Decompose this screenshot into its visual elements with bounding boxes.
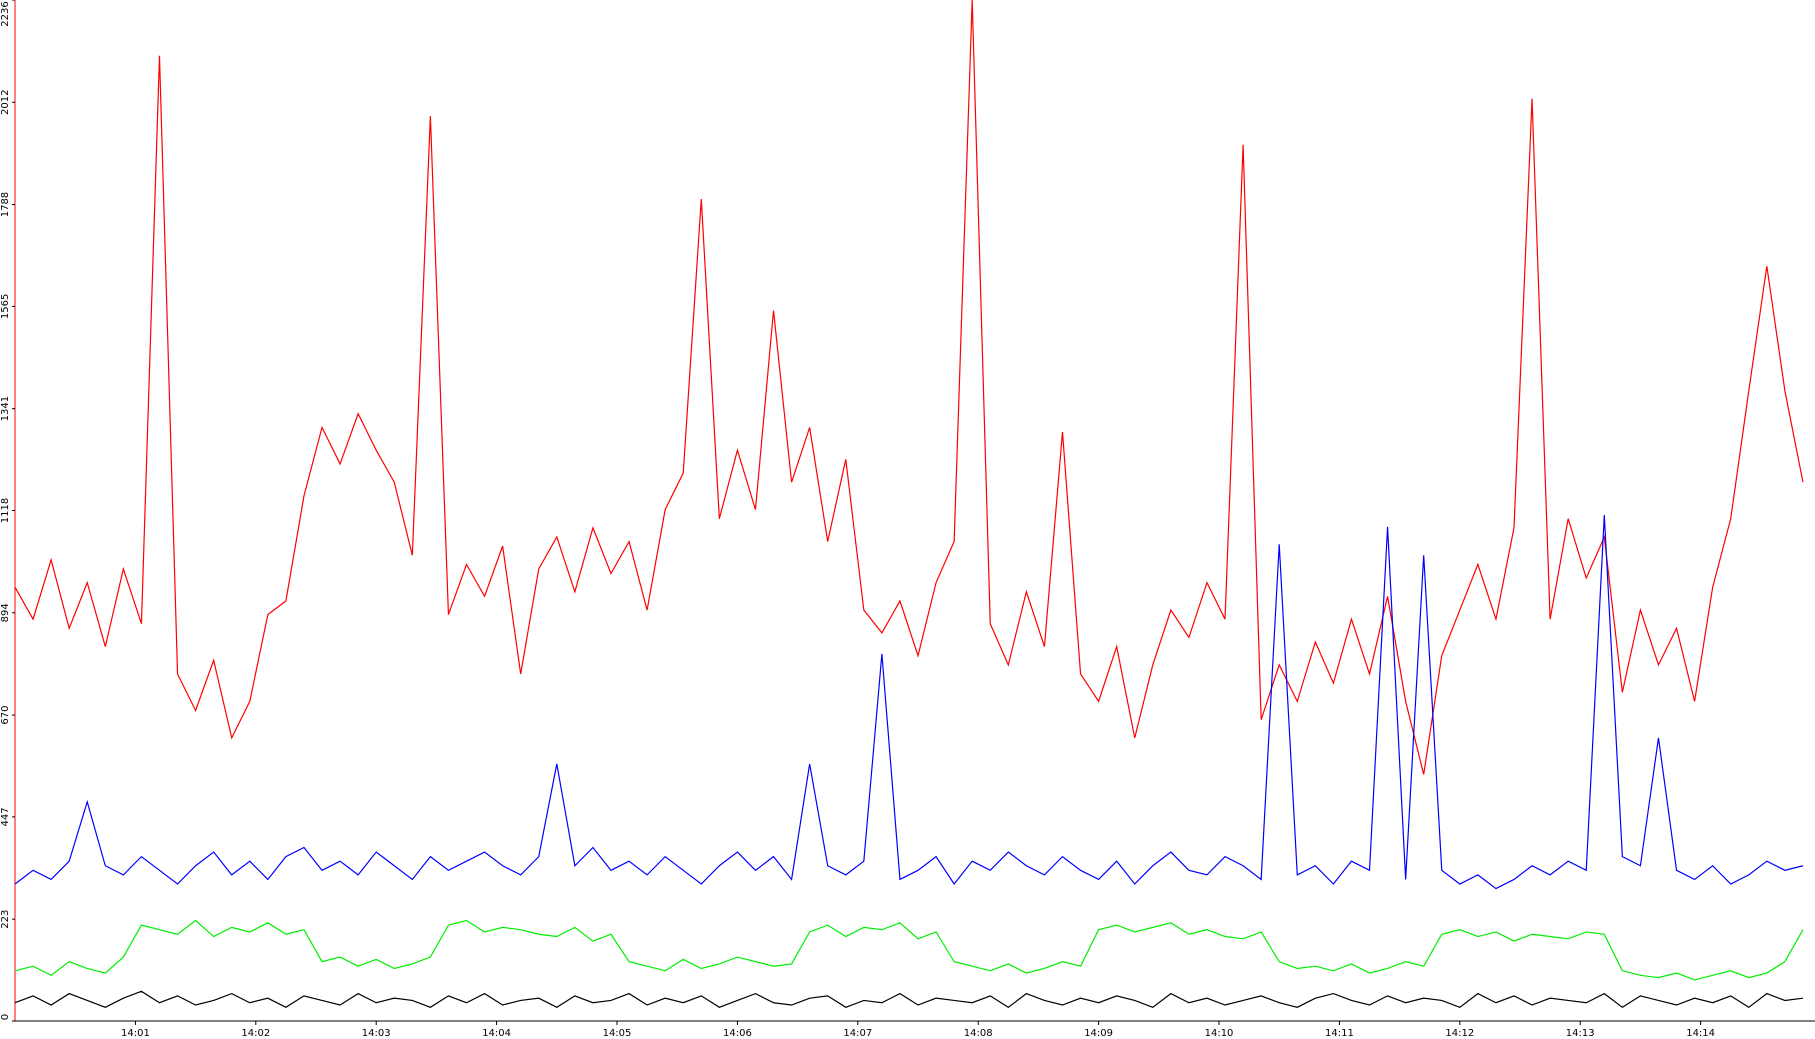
series-line <box>14 990 1804 1009</box>
y-tick-label: 894 <box>0 603 11 622</box>
y-tick-label: 2236 <box>0 1 11 26</box>
x-tick-label: 14:05 <box>603 1028 632 1039</box>
x-tick-label: 14:14 <box>1686 1028 1715 1039</box>
x-tick-label: 14:11 <box>1325 1028 1354 1039</box>
x-tick-label: 14:13 <box>1566 1028 1595 1039</box>
series-line <box>14 919 1804 981</box>
y-tick-label: 670 <box>0 706 11 725</box>
y-tick-label: 447 <box>0 807 11 826</box>
x-tick-label: 14:01 <box>121 1028 150 1039</box>
y-tick-label: 223 <box>0 910 11 929</box>
x-tick-label: 14:03 <box>362 1028 391 1039</box>
series-line <box>14 0 1804 775</box>
y-tick-label: 2012 <box>0 90 11 115</box>
y-tick-label: 1565 <box>0 294 11 319</box>
x-tick-label: 14:10 <box>1205 1028 1234 1039</box>
x-tick-label: 14:06 <box>723 1028 752 1039</box>
y-tick-label: 0 <box>0 1014 11 1020</box>
y-tick-label: 1788 <box>0 192 11 217</box>
x-tick-label: 14:02 <box>241 1028 270 1039</box>
x-tick-label: 14:04 <box>482 1028 511 1039</box>
x-tick-label: 14:09 <box>1084 1028 1113 1039</box>
x-tick-label: 14:12 <box>1445 1028 1474 1039</box>
x-tick-label: 14:08 <box>964 1028 993 1039</box>
series-line <box>14 515 1804 890</box>
y-tick-label: 1341 <box>0 396 11 421</box>
y-tick-label: 1118 <box>0 498 11 523</box>
x-tick-label: 14:07 <box>843 1028 872 1039</box>
